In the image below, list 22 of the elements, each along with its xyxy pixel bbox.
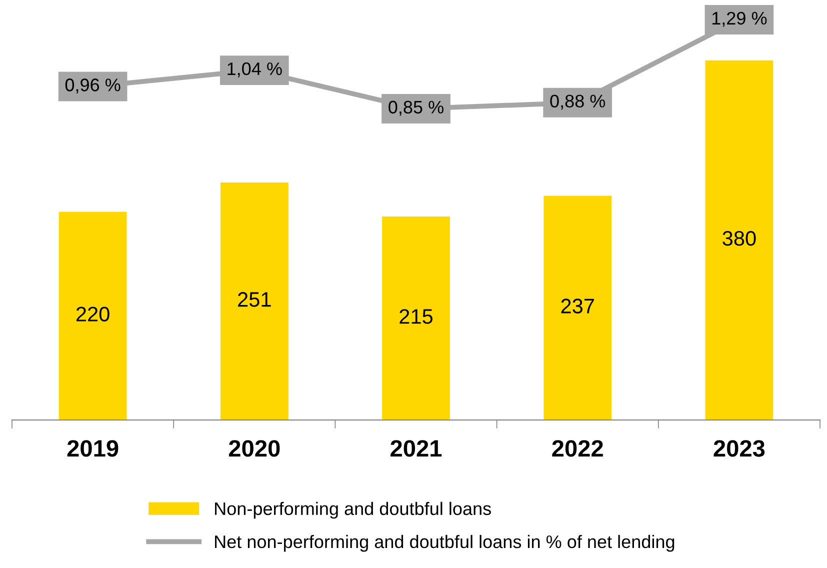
data-label: 237 [561, 298, 594, 314]
x-tick-label: 2021 [390, 440, 442, 457]
bar [220, 182, 288, 420]
data-label: 220 [76, 306, 110, 322]
x-tick-label: 2022 [552, 440, 603, 457]
data-label: 0,85 % [388, 100, 444, 116]
legend-label: Non-performing and doutbful loans [215, 502, 491, 519]
x-tick-label: 2023 [714, 440, 765, 457]
legend-label: Net non-performing and doutbful loans in % of net lending [215, 534, 674, 552]
data-label: 1,04 % [228, 62, 282, 78]
data-label: 0,88 % [550, 94, 606, 110]
data-label: 1,29 % [712, 12, 767, 27]
bar [382, 216, 450, 420]
data-label: 380 [722, 231, 756, 246]
x-tick-label: 2020 [228, 440, 280, 457]
data-label: 251 [238, 292, 271, 307]
data-label: 215 [400, 309, 433, 324]
data-label: 0,96 % [65, 78, 120, 94]
x-tick-label: 2019 [67, 440, 118, 457]
bar [544, 196, 612, 420]
bar [58, 212, 127, 420]
bar [705, 60, 774, 420]
